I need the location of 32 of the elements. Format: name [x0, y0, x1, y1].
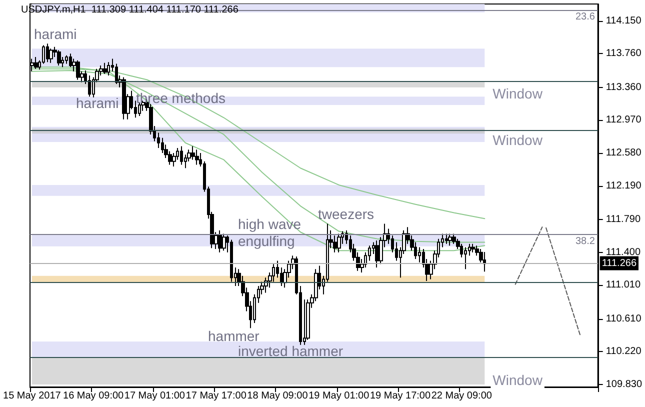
band-label: Window: [492, 85, 544, 102]
y-tick-label: 110.610: [606, 313, 642, 324]
y-tick-label: 110.220: [606, 346, 642, 358]
annotation: 23.6: [575, 11, 596, 22]
y-tick-label: 113.760: [606, 48, 642, 60]
x-tick-label: 22 May 09:00: [431, 390, 492, 402]
y-tick-label: 111.790: [606, 214, 641, 225]
annotation: 38.2: [575, 236, 596, 248]
annotation: engulfing: [238, 233, 295, 249]
y-tick-label: 109.830: [606, 378, 642, 390]
x-tick-label: 17 May 17:00: [186, 390, 247, 402]
y-tick-label: 114.150: [606, 15, 642, 26]
y-tick-label: 112.190: [606, 180, 642, 192]
annotation: harami: [34, 26, 77, 42]
annotation: harami: [76, 95, 119, 111]
y-tick-label: 112.580: [606, 147, 642, 158]
band-label: Window: [492, 372, 544, 388]
x-tick-label: 19 May 17:00: [370, 390, 431, 402]
annotation: tweezers: [318, 206, 374, 222]
band-label: Window: [492, 132, 544, 148]
x-tick-label: 18 May 09:00: [247, 390, 308, 402]
x-tick-label: 16 May 09:00: [63, 390, 124, 402]
y-tick-label: 113.360: [606, 82, 642, 93]
annotation: inverted hammer: [238, 343, 344, 359]
x-tick-label: 15 May 2017: [3, 390, 62, 402]
annotation: hammer: [208, 328, 260, 344]
y-tick-label: 111.400: [606, 246, 641, 258]
y-tick-label: 112.970: [606, 114, 642, 126]
x-tick-label: 19 May 01:00: [308, 390, 370, 402]
y-tick-label: 111.010: [606, 280, 641, 291]
x-tick-label: 17 May 01:00: [124, 390, 186, 402]
ref-line-label: 111.266: [602, 258, 637, 269]
